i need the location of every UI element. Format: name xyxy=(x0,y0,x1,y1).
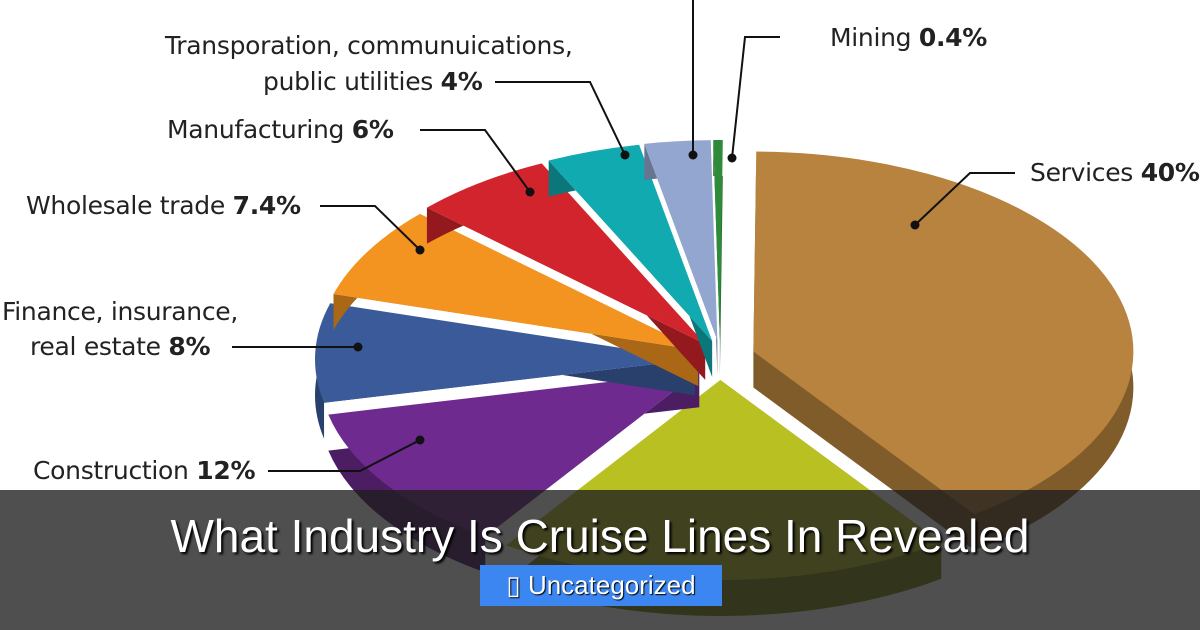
pie-slice-top xyxy=(333,213,699,351)
leader-dot xyxy=(525,187,535,197)
leader-dot xyxy=(415,245,425,255)
pie-slice-top xyxy=(644,140,718,341)
title-overlay xyxy=(0,490,1200,630)
pie-slice xyxy=(315,303,696,439)
leader-dot xyxy=(415,435,425,445)
label-mining: Mining 0.4% xyxy=(830,23,988,52)
leader-dot xyxy=(353,342,363,352)
leader-dot xyxy=(727,153,737,163)
label-finance-2: real estate 8% xyxy=(30,332,211,361)
leader-line xyxy=(268,439,421,472)
pie-slice xyxy=(753,151,1134,551)
leader-line xyxy=(914,172,1015,226)
pie-slice-top xyxy=(753,151,1134,515)
leader-line xyxy=(731,36,780,159)
pie-slice xyxy=(426,163,706,380)
leader-dot xyxy=(910,220,920,230)
post-title: What Industry Is Cruise Lines In Reveale… xyxy=(170,510,1030,562)
label-construction: Construction 12% xyxy=(33,456,256,485)
pie-slice-top xyxy=(426,163,706,344)
label-finance: Finance, insurance, xyxy=(2,297,239,326)
leader-line xyxy=(320,205,421,251)
pie-slice xyxy=(333,213,699,387)
pie-slice-top xyxy=(713,140,723,341)
leader-dot xyxy=(688,150,698,160)
pie-slice xyxy=(713,140,723,377)
label-services: Services 40% xyxy=(1030,158,1200,187)
pie-slice xyxy=(644,140,718,377)
leader-dot xyxy=(620,150,630,160)
label-transport-2: public utilities 4% xyxy=(263,67,483,96)
label-wholesale: Wholesale trade 7.4% xyxy=(26,191,301,220)
category-badge[interactable]: ▯ Uncategorized xyxy=(480,565,722,606)
leader-line xyxy=(495,81,626,156)
pie-slice-top xyxy=(315,303,696,403)
leader-line xyxy=(420,129,531,193)
pie-slice xyxy=(548,144,713,378)
label-manufacturing: Manufacturing 6% xyxy=(167,115,394,144)
folder-icon: ▯ xyxy=(506,570,521,600)
label-transport: Transporation, communuications, xyxy=(165,31,573,60)
pie-slice-top xyxy=(548,144,713,342)
